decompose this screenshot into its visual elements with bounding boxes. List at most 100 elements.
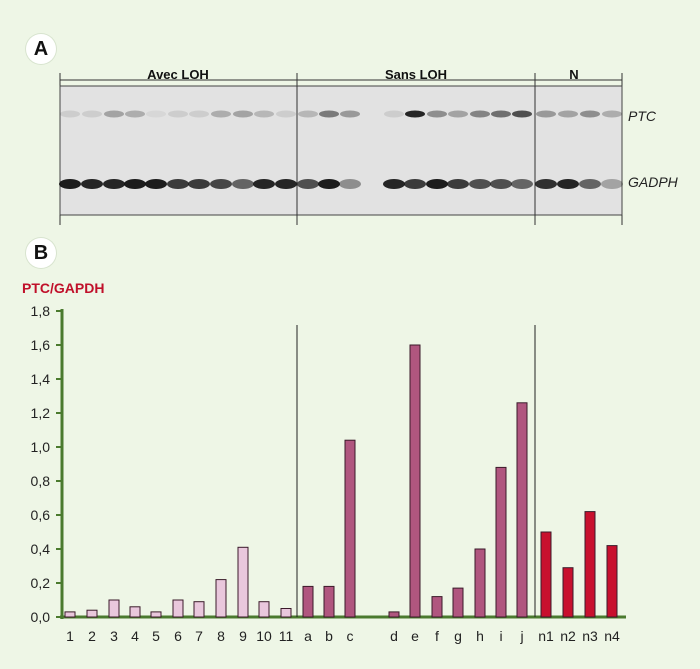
x-tick-label: 3: [110, 628, 118, 644]
blot-band-gadph: [490, 179, 512, 189]
blot-band-gadph: [404, 179, 426, 189]
x-tick-label: f: [435, 628, 439, 644]
bar-d: [388, 611, 400, 618]
x-tick-label: n4: [604, 628, 620, 644]
bar-11: [280, 608, 292, 618]
blot-band-gadph: [232, 179, 254, 189]
x-tick-label: n3: [582, 628, 598, 644]
blot-band-gadph: [253, 179, 275, 189]
bar-b: [323, 585, 335, 618]
bar-5: [150, 611, 162, 618]
blot-band-ptc: [146, 110, 166, 118]
x-tick-label: 7: [195, 628, 203, 644]
bar-8: [215, 579, 227, 618]
blot-band-gadph: [318, 179, 340, 189]
blot-band-ptc: [602, 110, 622, 118]
x-tick-label: c: [347, 628, 354, 644]
x-tick-label: 6: [174, 628, 182, 644]
blot-band-ptc: [470, 110, 490, 118]
group-label-avec-loh: Avec LOH: [147, 67, 209, 82]
y-tick-label: 1,8: [31, 303, 51, 319]
blot-band-gadph: [103, 179, 125, 189]
y-tick-label: 1,4: [31, 371, 51, 387]
blot-band-ptc: [558, 110, 578, 118]
blot-band-gadph: [469, 179, 491, 189]
blot-band-gadph: [557, 179, 579, 189]
blot-band-gadph: [383, 179, 405, 189]
bar-1: [64, 611, 76, 618]
blot-band-ptc: [254, 110, 274, 118]
bar-n2: [562, 567, 574, 618]
x-tick-label: 9: [239, 628, 247, 644]
blot-band-ptc: [405, 110, 425, 118]
blot-band-ptc: [60, 110, 80, 118]
bar-f: [431, 596, 443, 618]
x-tick-label: 4: [131, 628, 139, 644]
bar-g: [452, 587, 464, 618]
bar-6: [172, 599, 184, 618]
x-tick-label: b: [325, 628, 333, 644]
bar-a: [302, 585, 314, 618]
x-tick-label: h: [476, 628, 484, 644]
y-tick-label: 0,0: [31, 609, 51, 625]
blot-band-gadph: [426, 179, 448, 189]
blot-band-ptc: [319, 110, 339, 118]
bar-2: [86, 609, 98, 618]
blot-band-gadph: [81, 179, 103, 189]
x-tick-label: e: [411, 628, 419, 644]
panel-b-badge: B: [26, 238, 56, 268]
blot-band-ptc: [211, 110, 231, 118]
blot-band-gadph: [59, 179, 81, 189]
bar-h: [474, 548, 486, 618]
x-tick-label: 2: [88, 628, 96, 644]
blot-band-gadph: [210, 179, 232, 189]
panel-a-badge: A: [26, 34, 56, 64]
y-tick-label: 1,2: [31, 405, 51, 421]
blot-band-ptc: [276, 110, 296, 118]
blot-band-gadph: [535, 179, 557, 189]
x-tick-label: 10: [256, 628, 272, 644]
blot-bands: [59, 110, 623, 189]
blot-band-ptc: [189, 110, 209, 118]
bar-9: [237, 546, 249, 618]
blot-band-gadph: [124, 179, 146, 189]
bar-4: [129, 606, 141, 618]
blot-band-ptc: [82, 110, 102, 118]
x-tick-label: d: [390, 628, 398, 644]
blot-band-gadph: [339, 179, 361, 189]
group-label-sans-loh: Sans LOH: [384, 67, 448, 82]
y-tick-label: 0,8: [31, 473, 51, 489]
y-tick-label: 1,6: [31, 337, 51, 353]
blot-band-ptc: [104, 110, 124, 118]
blot-band-gadph: [275, 179, 297, 189]
blot-band-ptc: [448, 110, 468, 118]
blot-band-ptc: [580, 110, 600, 118]
bar-n1: [540, 531, 552, 618]
y-tick-label: 1,0: [31, 439, 51, 455]
y-tick-label: 0,2: [31, 575, 51, 591]
blot-band-gadph: [188, 179, 210, 189]
blot-band-gadph: [167, 179, 189, 189]
blot-band-gadph: [601, 179, 623, 189]
blot-band-gadph: [579, 179, 601, 189]
blot-band-ptc: [384, 110, 404, 118]
band-label-ptc: PTC: [628, 108, 656, 124]
bar-e: [409, 344, 421, 618]
blot-band-gadph: [511, 179, 533, 189]
blot-band-gadph: [447, 179, 469, 189]
bar-c: [344, 439, 356, 618]
x-tick-label: a: [304, 628, 312, 644]
blot-band-ptc: [427, 110, 447, 118]
blot-band-ptc: [125, 110, 145, 118]
bar-i: [495, 466, 507, 618]
chart-y-axis-label: PTC/GAPDH: [22, 280, 105, 296]
x-tick-label: 5: [152, 628, 160, 644]
blot-band-ptc: [512, 110, 532, 118]
x-tick-label: n2: [560, 628, 576, 644]
bar-n4: [606, 545, 618, 618]
blot-band-ptc: [491, 110, 511, 118]
group-label-n: N: [569, 67, 579, 82]
x-tick-label: 8: [217, 628, 225, 644]
